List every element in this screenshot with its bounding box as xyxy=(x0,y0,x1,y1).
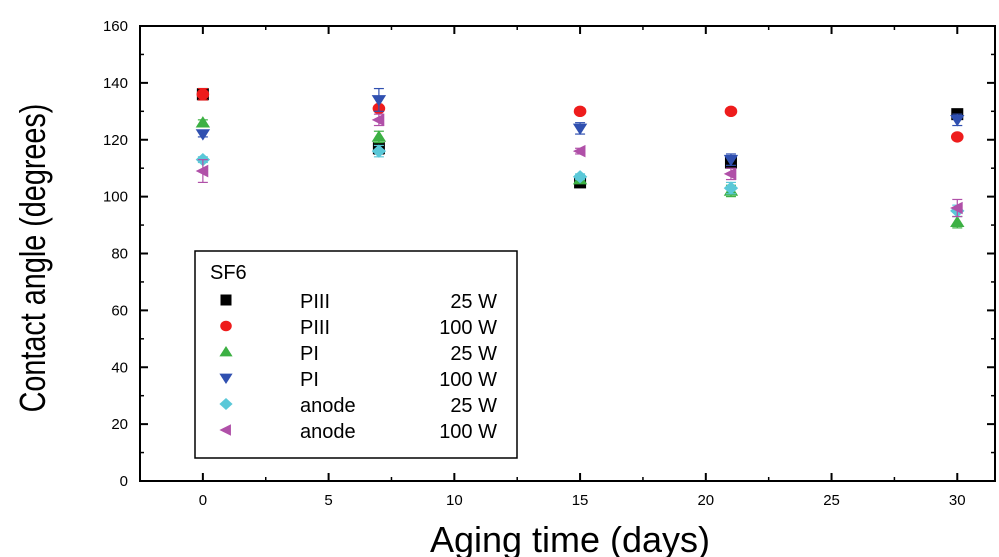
x-tick-label: 10 xyxy=(446,492,463,509)
legend-power-3: 100 W xyxy=(439,369,497,391)
y-tick-label: 120 xyxy=(103,132,128,149)
data-point xyxy=(723,167,737,181)
legend-label-3: PI xyxy=(300,369,319,391)
legend-power-2: 25 W xyxy=(450,343,497,365)
data-point xyxy=(371,95,387,107)
series-3 xyxy=(195,87,965,167)
data-point xyxy=(196,88,210,100)
legend-marker-5 xyxy=(219,424,231,436)
data-point xyxy=(195,116,211,128)
data-point xyxy=(371,144,387,158)
data-point xyxy=(723,154,739,167)
data-point xyxy=(723,181,739,195)
legend-power-0: 25 W xyxy=(450,291,497,313)
y-tick-label: 80 xyxy=(111,246,128,263)
legend-box xyxy=(194,250,518,459)
data-point xyxy=(572,123,588,135)
legend-marker-1 xyxy=(220,320,232,332)
x-tick-label: 0 xyxy=(199,492,207,509)
legend-marker-3 xyxy=(219,373,233,385)
legend-power-4: 25 W xyxy=(450,395,497,417)
data-point xyxy=(371,130,387,142)
legend-label-1: PIII xyxy=(300,317,330,339)
y-tick-label: 0 xyxy=(120,473,128,490)
legend-power-1: 100 W xyxy=(439,317,497,339)
data-point xyxy=(950,201,963,215)
data-point xyxy=(950,215,965,228)
legend-label-5: anode xyxy=(300,421,356,443)
x-tick-label: 15 xyxy=(572,492,589,509)
y-tick-label: 20 xyxy=(111,416,128,433)
data-point xyxy=(195,164,209,178)
data-point xyxy=(724,105,738,118)
legend-label-2: PI xyxy=(300,343,319,365)
data-marks xyxy=(195,87,965,229)
legend-marker-2 xyxy=(219,345,233,357)
data-point xyxy=(572,170,588,184)
x-tick-label: 5 xyxy=(324,492,332,509)
series-5 xyxy=(195,113,963,218)
legend-label-4: anode xyxy=(300,395,356,417)
data-point xyxy=(371,113,385,127)
x-tick-label: 25 xyxy=(823,492,840,509)
legend-marker-4 xyxy=(219,397,233,411)
y-tick-label: 60 xyxy=(111,302,128,319)
legend-label-0: PIII xyxy=(300,291,330,313)
legend-title: SF6 xyxy=(210,262,247,284)
x-tick-label: 30 xyxy=(949,492,966,509)
x-tick-label: 20 xyxy=(697,492,714,509)
data-point xyxy=(195,129,211,141)
x-axis-title: Aging time (days) xyxy=(430,519,710,557)
legend-marker-0 xyxy=(220,294,232,306)
y-tick-label: 140 xyxy=(103,75,128,92)
series-4 xyxy=(195,144,965,218)
y-tick-label: 100 xyxy=(103,189,128,206)
legend-power-5: 100 W xyxy=(439,421,497,443)
data-point xyxy=(572,144,586,158)
legend: SF6 PIII 25 W PIII 100 W PI 25 W PI 100 W anode 2… xyxy=(194,250,518,459)
axis-ticks: 0 20 40 60 80 100 120 140 160 0 5 10 15 20 25 30 xyxy=(103,18,995,509)
y-tick-label: 40 xyxy=(111,359,128,376)
data-point xyxy=(573,105,587,118)
y-axis-title: Contact angle (degrees) xyxy=(12,104,53,413)
data-point xyxy=(950,131,964,143)
data-point xyxy=(950,115,965,127)
y-tick-label: 160 xyxy=(103,18,128,35)
